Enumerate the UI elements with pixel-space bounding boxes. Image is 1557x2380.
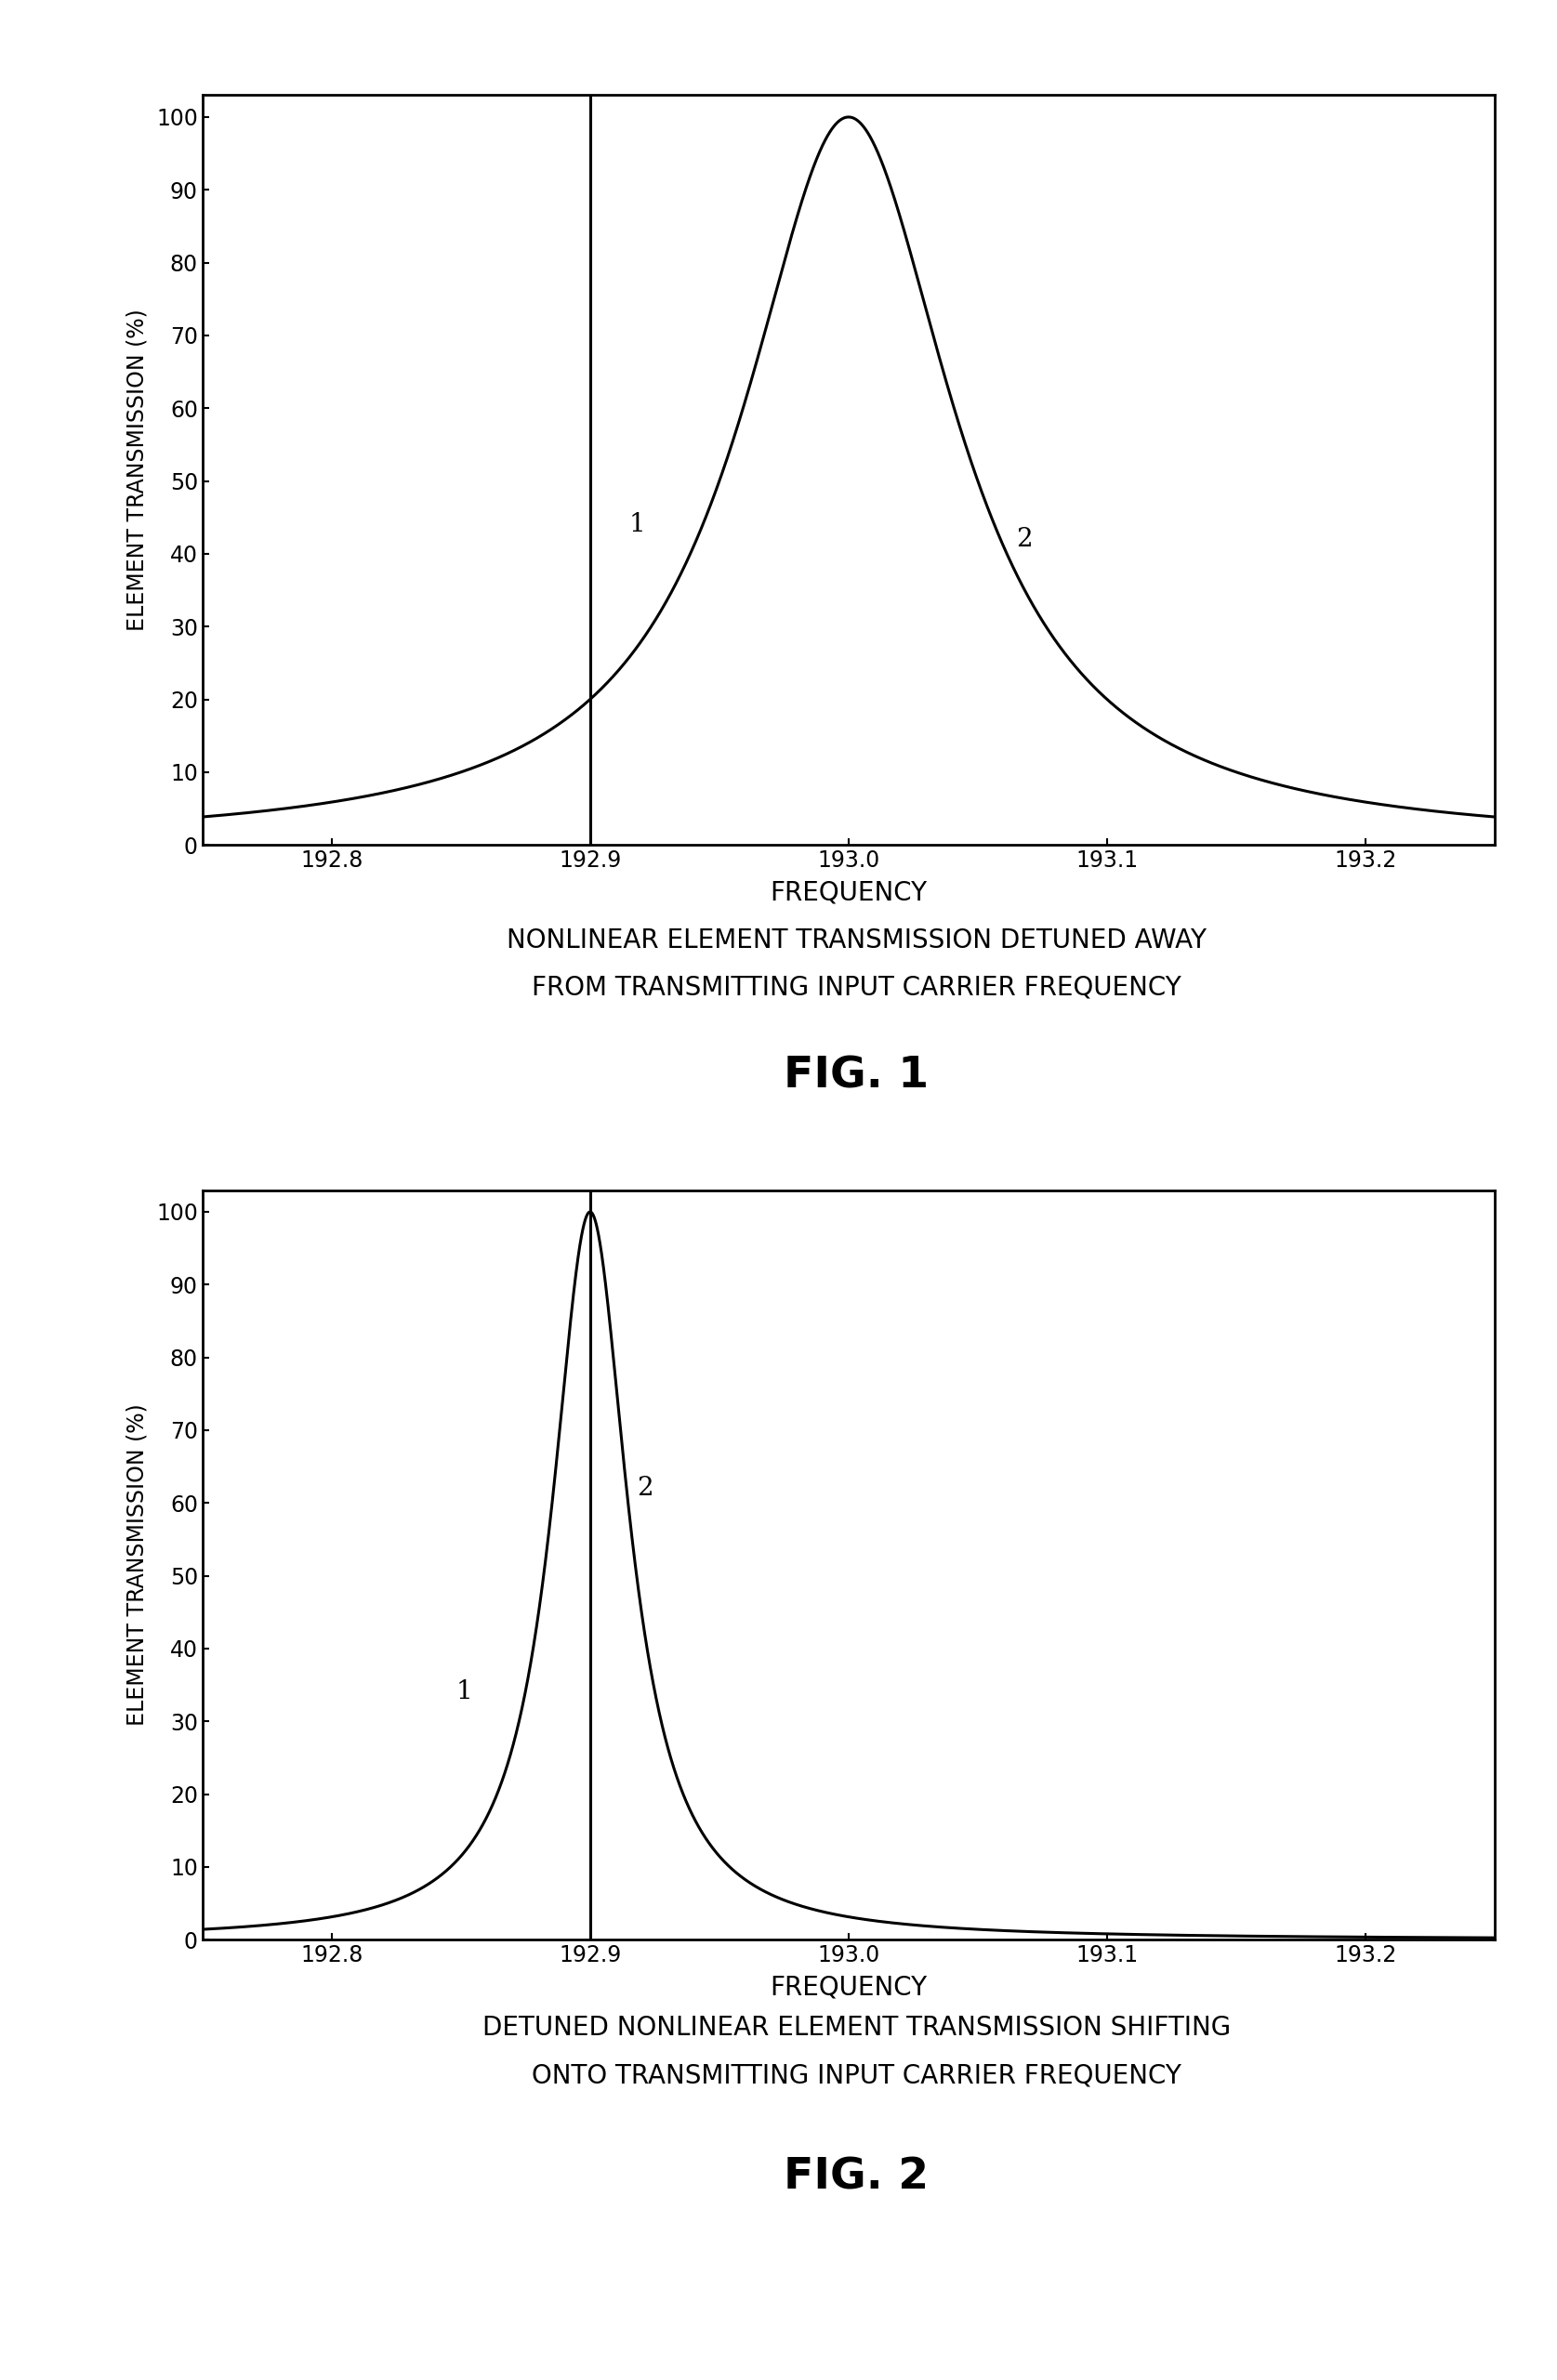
Text: FIG. 1: FIG. 1 bbox=[783, 1054, 930, 1097]
Text: ONTO TRANSMITTING INPUT CARRIER FREQUENCY: ONTO TRANSMITTING INPUT CARRIER FREQUENC… bbox=[531, 2063, 1182, 2087]
Text: 2: 2 bbox=[1017, 526, 1032, 552]
Text: 1: 1 bbox=[629, 512, 645, 538]
X-axis label: FREQUENCY: FREQUENCY bbox=[771, 1975, 926, 1999]
X-axis label: FREQUENCY: FREQUENCY bbox=[771, 881, 926, 904]
Text: 1: 1 bbox=[456, 1680, 472, 1704]
Y-axis label: ELEMENT TRANSMISSION (%): ELEMENT TRANSMISSION (%) bbox=[126, 1404, 148, 1726]
Text: NONLINEAR ELEMENT TRANSMISSION DETUNED AWAY: NONLINEAR ELEMENT TRANSMISSION DETUNED A… bbox=[506, 928, 1207, 952]
Text: 2: 2 bbox=[637, 1476, 652, 1502]
Text: FROM TRANSMITTING INPUT CARRIER FREQUENCY: FROM TRANSMITTING INPUT CARRIER FREQUENC… bbox=[531, 976, 1182, 1000]
Y-axis label: ELEMENT TRANSMISSION (%): ELEMENT TRANSMISSION (%) bbox=[126, 309, 148, 631]
Text: FIG. 2: FIG. 2 bbox=[783, 2156, 930, 2199]
Text: DETUNED NONLINEAR ELEMENT TRANSMISSION SHIFTING: DETUNED NONLINEAR ELEMENT TRANSMISSION S… bbox=[483, 2016, 1230, 2040]
